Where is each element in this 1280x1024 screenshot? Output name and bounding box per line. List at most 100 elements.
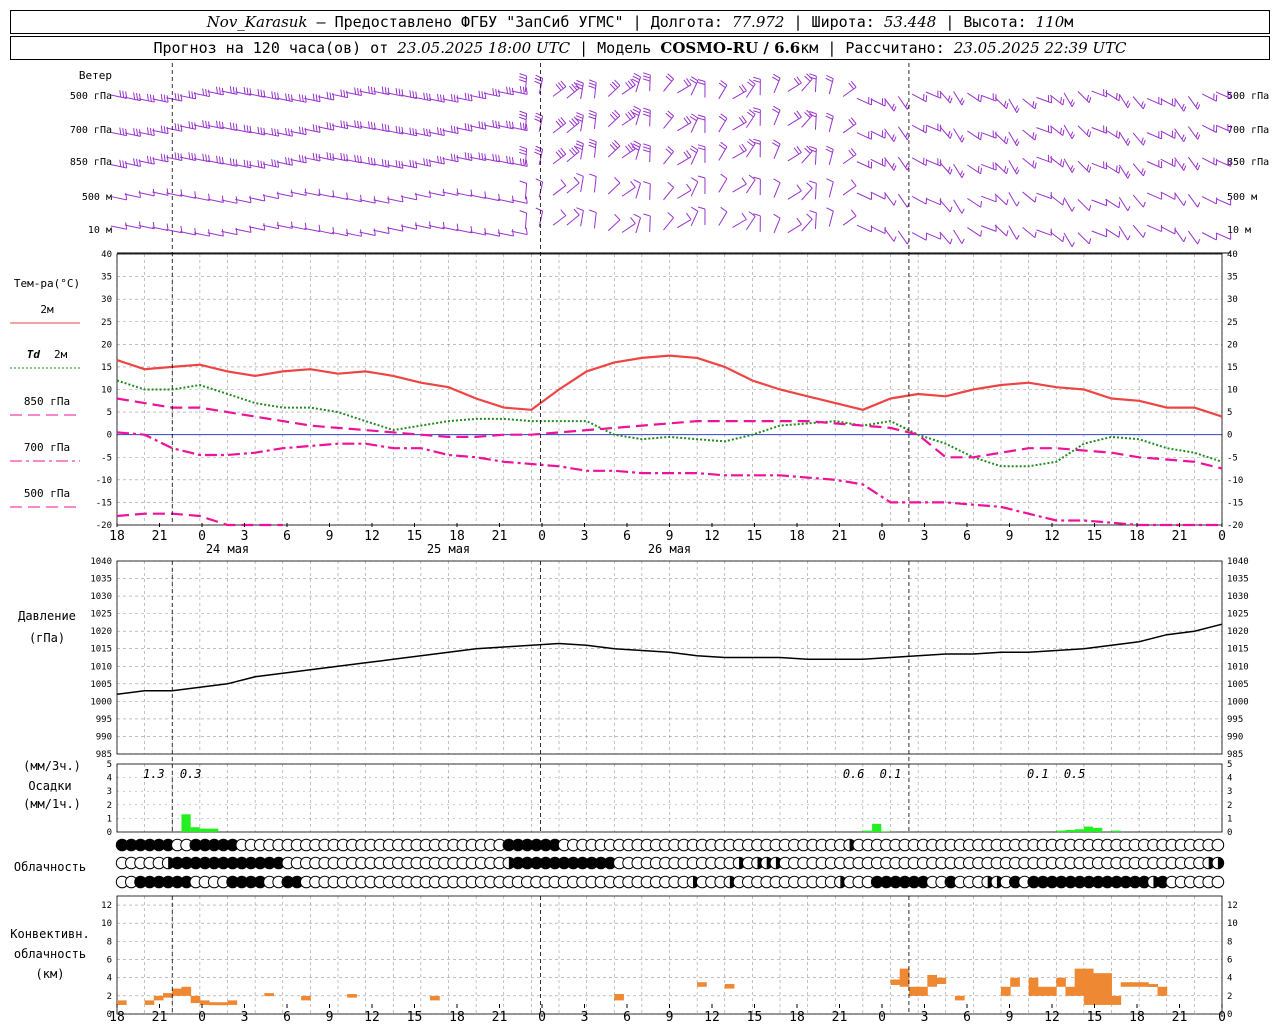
wind-barb-flag: [346, 228, 349, 236]
wind-barb: [511, 126, 528, 132]
cloud-title: Облачность: [14, 860, 86, 874]
wind-barb: [221, 162, 238, 167]
wind-barb-flag: [753, 76, 761, 80]
wind-barb-flag: [825, 115, 833, 120]
time-axis-label-bottom: 18: [1129, 1010, 1145, 1024]
wind-barb: [207, 91, 224, 96]
wind-barb: [138, 131, 155, 137]
wind-barb-flag: [163, 154, 166, 162]
wind-barb: [442, 226, 459, 232]
wind-barb-flag: [796, 145, 802, 153]
wind-barb-flag: [1071, 206, 1075, 212]
wind-barb: [801, 115, 813, 128]
wind-barb: [221, 90, 238, 95]
temp-ytick-left: 25: [101, 318, 112, 328]
wind-barb-flag: [249, 195, 252, 203]
time-axis-label: 12: [704, 529, 720, 544]
wind-barb-flag: [263, 223, 266, 231]
wind-barb-flag: [633, 179, 641, 184]
wind-barb: [552, 153, 567, 165]
time-axis-label-bottom: 9: [666, 1010, 674, 1024]
wind-barb: [939, 231, 951, 245]
temp-ytick-right: -10: [1227, 476, 1243, 486]
wind-barb: [663, 151, 674, 165]
wind-barb-flag: [354, 154, 357, 162]
wind-barb-flag: [119, 159, 122, 167]
conv-bar: [697, 982, 707, 987]
wind-barb: [787, 116, 802, 127]
wind-barb: [387, 227, 404, 232]
precip-bar: [1111, 830, 1121, 832]
temp-legend-label: 500 гПа: [24, 487, 70, 500]
precip-total-label: 0.6: [843, 767, 865, 781]
wind-barb-flag: [243, 159, 246, 167]
wind-barb: [138, 192, 155, 197]
temp-series-line: [116, 431, 1222, 527]
wind-barb-flag: [753, 213, 761, 217]
wind-barb-flag: [205, 154, 208, 162]
wind-barb: [276, 132, 293, 137]
precip-bar: [190, 827, 200, 832]
pressure-ytick-right: 1035: [1227, 575, 1249, 585]
pressure-ytick-left: 1030: [90, 592, 112, 602]
temp-ytick-right: -15: [1227, 498, 1243, 508]
wind-barb-flag: [1062, 199, 1065, 206]
conv-bar: [218, 1002, 228, 1006]
wind-barb: [483, 158, 500, 163]
wind-barb-flag: [627, 144, 634, 151]
temp-ytick-right: 35: [1227, 273, 1238, 283]
wind-barb: [925, 198, 941, 206]
wind-barb-flag: [689, 148, 697, 154]
station-name: Nov_Karasuk: [206, 13, 308, 31]
wind-barb-flag: [589, 173, 597, 177]
temp-ytick-left: 15: [101, 363, 112, 373]
wind-barb-flag: [387, 124, 390, 132]
wind-barb-flag: [643, 143, 651, 147]
wind-barb-flag: [826, 112, 834, 117]
wind-barb-flag: [1006, 138, 1009, 145]
wind-barb-flag: [315, 124, 318, 132]
wind-barb-flag: [357, 120, 360, 128]
precip-ytick-right: 2: [1227, 801, 1232, 811]
wind-barb-flag: [271, 127, 274, 136]
wind-barb: [221, 199, 238, 204]
wind-barb: [442, 129, 459, 135]
precip-ylabel-top: (мм/3ч.): [23, 759, 81, 773]
precip-bar: [1093, 827, 1103, 832]
wind-barb-flag: [332, 153, 335, 161]
pressure-title: Давление: [18, 609, 76, 623]
wind-barb-flag: [535, 112, 543, 117]
wind-barb: [897, 156, 908, 171]
wind-barb-flag: [519, 86, 522, 94]
wind-barb-flag: [980, 201, 982, 208]
wind-barb-flag: [809, 145, 817, 150]
wind-barb-flag: [166, 154, 169, 162]
time-axis-label: 0: [538, 529, 546, 544]
wind-barb-flag: [290, 189, 293, 197]
wind-barb: [967, 227, 981, 237]
forecast-prefix: Прогноз на 120 часа(ов) от: [153, 39, 398, 57]
wind-barb: [470, 194, 486, 199]
wind-barb: [262, 95, 279, 101]
wind-barb-flag: [633, 72, 641, 78]
wind-barb-flag: [274, 159, 277, 167]
conv-bar: [144, 1000, 155, 1005]
wind-barb: [856, 97, 872, 106]
time-axis-label: 21: [492, 529, 508, 544]
wind-barb-flag: [796, 110, 802, 118]
wind-level-label: 850 гПа: [70, 157, 112, 168]
wind-barb-flag: [243, 87, 246, 95]
wind-barb-flag: [571, 147, 578, 154]
conv-bar: [1047, 986, 1057, 996]
wind-barb-flag: [697, 78, 706, 82]
wind-barb-flag: [748, 109, 756, 115]
wind-barb-flag: [1071, 167, 1075, 173]
precip-ytick-right: 5: [1227, 760, 1232, 770]
conv-bar: [899, 968, 910, 987]
wind-barb-flag: [961, 172, 965, 178]
wind-barb-flag: [191, 152, 194, 160]
wind-barb-flag: [905, 162, 909, 168]
wind-barb: [939, 126, 951, 139]
wind-barb-flag: [891, 162, 895, 169]
wind-barb-flag: [1115, 165, 1118, 172]
